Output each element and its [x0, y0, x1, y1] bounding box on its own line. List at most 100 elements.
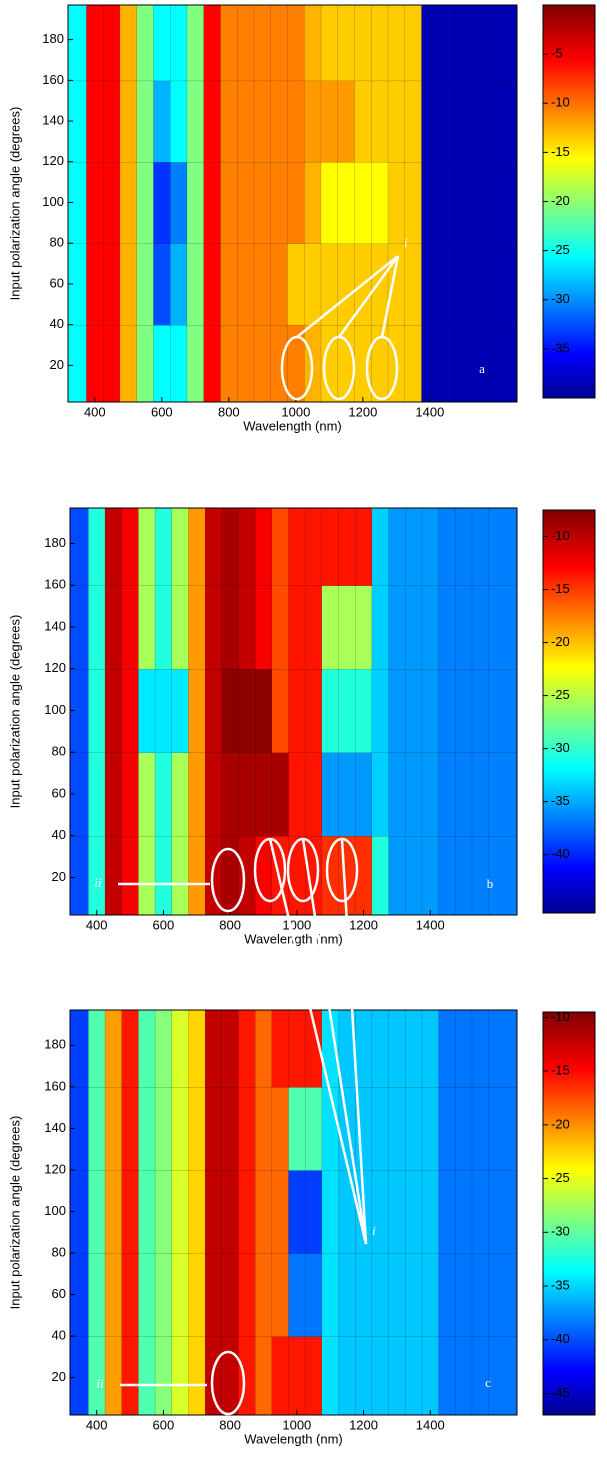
heat-cell: [204, 508, 223, 586]
heat-cell: [421, 1252, 440, 1337]
heat-cell: [68, 5, 88, 82]
x-tick-label: 400: [84, 404, 106, 419]
heat-cell: [138, 1010, 156, 1088]
heat-cell: [121, 1169, 140, 1254]
heat-cell: [455, 1169, 473, 1254]
heat-cell: [221, 1086, 240, 1171]
y-tick-label: 100: [44, 702, 66, 717]
heat-cell: [104, 668, 123, 753]
heat-cell: [70, 1335, 90, 1415]
x-axis-label: Wavelength (nm): [243, 418, 342, 433]
heat-cell: [455, 1010, 473, 1088]
heat-cell: [321, 1335, 340, 1415]
y-axis-label: Input polarization angle (degrees): [7, 107, 22, 301]
heat-cell: [288, 1169, 306, 1254]
heat-cell: [438, 1252, 457, 1337]
heat-cell: [371, 1252, 390, 1337]
y-tick-label: 40: [50, 316, 64, 331]
y-tick-label: 160: [44, 1078, 66, 1093]
heat-cell: [171, 1252, 190, 1337]
colorbar-tick-label: -45: [551, 1385, 570, 1400]
heat-cell: [203, 80, 222, 163]
heat-cell: [438, 80, 456, 163]
heat-cell: [254, 508, 273, 586]
heat-cell: [438, 161, 456, 244]
heat-cell: [338, 1252, 356, 1337]
y-tick-label: 80: [52, 1244, 66, 1259]
x-tick-label: 1400: [416, 1417, 445, 1432]
colorbar: [542, 509, 596, 914]
heat-cell: [237, 80, 255, 163]
colorbar-tick-label: -10: [551, 95, 570, 110]
heat-cell: [421, 243, 440, 326]
heat-cell: [171, 508, 190, 586]
heat-cell: [338, 668, 356, 753]
heat-cell: [86, 5, 104, 82]
heat-cell: [387, 161, 406, 244]
heat-cell: [170, 161, 188, 244]
heat-cell: [404, 324, 423, 402]
heat-cell: [404, 243, 423, 326]
heat-cell: [355, 508, 373, 586]
heat-cell: [121, 585, 140, 670]
heat-cell: [204, 1252, 223, 1337]
heat-cell: [104, 1086, 123, 1171]
heat-cell: [287, 243, 305, 326]
heat-cell: [271, 1252, 290, 1337]
heat-cell: [304, 80, 322, 163]
heat-cell: [86, 80, 104, 163]
heat-cell: [204, 585, 223, 670]
heat-cell: [154, 1252, 173, 1337]
heat-cell: [121, 752, 140, 837]
annotation-line: [380, 255, 400, 338]
heat-cell: [188, 508, 206, 586]
colorbar-tick-label: -35: [551, 1277, 570, 1292]
heat-cell: [371, 508, 390, 586]
heat-cell: [338, 585, 356, 670]
heat-cell: [238, 835, 256, 915]
colorbar-tick-label: -40: [551, 1331, 570, 1346]
heat-cell: [488, 161, 517, 244]
heat-cell: [204, 752, 223, 837]
heat-cell: [305, 508, 323, 586]
x-tick-label: 800: [219, 917, 241, 932]
heat-cell: [438, 1335, 457, 1415]
heat-cell: [421, 1335, 440, 1415]
heat-cell: [103, 161, 121, 244]
heat-cell: [405, 1169, 423, 1254]
annotation-ellipse: [210, 847, 246, 913]
heat-cell: [405, 1335, 423, 1415]
heat-cell: [204, 668, 223, 753]
heatmap: [70, 508, 517, 915]
heat-cell: [288, 585, 306, 670]
heat-cell: [88, 668, 106, 753]
heat-cell: [171, 585, 190, 670]
heat-cell: [320, 5, 339, 82]
heat-cell: [104, 1335, 123, 1415]
heat-cell: [88, 1252, 106, 1337]
heat-cell: [421, 324, 440, 402]
heat-cell: [355, 752, 373, 837]
heat-cell: [153, 243, 171, 326]
heat-cell: [388, 585, 406, 670]
heat-cell: [270, 324, 289, 402]
heat-cell: [388, 668, 406, 753]
heat-cell: [171, 668, 190, 753]
heat-cell: [203, 161, 222, 244]
heat-cell: [488, 324, 517, 402]
heat-cell: [203, 5, 222, 82]
y-axis-label: Input polarization angle (degrees): [7, 1116, 22, 1310]
heat-cell: [254, 668, 273, 753]
heat-cell: [171, 1335, 190, 1415]
x-tick-label: 1000: [282, 917, 311, 932]
annotation-line: [301, 838, 368, 1245]
heat-cell: [371, 80, 389, 163]
heat-cell: [154, 1086, 173, 1171]
heat-cell: [454, 80, 473, 163]
y-tick-label: 120: [42, 153, 64, 168]
heat-cell: [188, 1086, 206, 1171]
heat-cell: [371, 1010, 390, 1088]
heat-cell: [488, 80, 517, 163]
panel-label: a: [479, 361, 485, 376]
heat-cell: [121, 835, 140, 915]
